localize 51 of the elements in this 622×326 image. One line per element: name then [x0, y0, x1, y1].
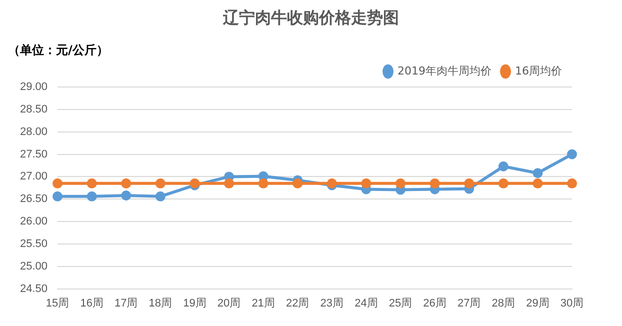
x-tick-label: 20周	[217, 297, 241, 310]
point	[532, 168, 543, 178]
y-tick-label: 25.50	[20, 238, 48, 250]
x-tick-label: 30周	[560, 297, 584, 310]
chart-title: 辽宁肉牛收购价格走势图	[222, 8, 400, 29]
y-tick-label: 29.00	[20, 81, 48, 94]
point	[155, 178, 166, 188]
x-tick-label: 18周	[148, 297, 172, 310]
point	[155, 191, 166, 202]
y-axis-title: （单位：元/公斤）	[8, 42, 108, 59]
point	[224, 178, 234, 188]
point	[396, 178, 406, 188]
x-tick-label: 25周	[388, 297, 412, 310]
x-tick-label: 23周	[320, 297, 344, 310]
x-tick-label: 21周	[252, 297, 275, 310]
y-tick-label: 28.50	[20, 103, 48, 116]
point	[430, 178, 440, 188]
x-tick-label: 28周	[492, 297, 516, 310]
point	[361, 178, 372, 188]
x-tick-label: 17周	[114, 297, 138, 310]
legend-label: 16周均价	[515, 64, 562, 78]
point	[86, 178, 97, 188]
point	[121, 178, 132, 188]
x-tick-label: 24周	[354, 297, 378, 310]
point	[292, 178, 303, 188]
point	[52, 178, 63, 188]
y-tick-label: 27.00	[20, 170, 48, 183]
point	[567, 149, 577, 160]
point	[258, 178, 268, 188]
point	[86, 191, 97, 202]
x-tick-label: 16周	[80, 297, 104, 310]
point	[121, 190, 132, 201]
point	[567, 178, 577, 188]
x-tick-label: 22周	[286, 297, 310, 310]
point	[464, 178, 474, 188]
x-tick-label: 29周	[526, 297, 550, 310]
y-tick-label: 26.00	[20, 216, 48, 228]
x-tick-label: 26周	[423, 297, 446, 310]
point	[498, 178, 508, 188]
point	[52, 191, 63, 202]
legend-label: 2019年肉牛周均价	[398, 64, 492, 78]
point	[532, 178, 543, 188]
y-tick-label: 24.50	[20, 282, 48, 295]
point	[498, 161, 508, 172]
x-tick-label: 19周	[183, 297, 206, 310]
y-tick-label: 28.00	[20, 126, 48, 138]
y-tick-label: 27.50	[20, 148, 48, 160]
y-tick-label: 25.00	[20, 260, 48, 272]
x-tick-label: 27周	[457, 297, 481, 310]
y-tick-label: 26.50	[20, 193, 48, 206]
x-tick-label: 15周	[46, 297, 70, 310]
